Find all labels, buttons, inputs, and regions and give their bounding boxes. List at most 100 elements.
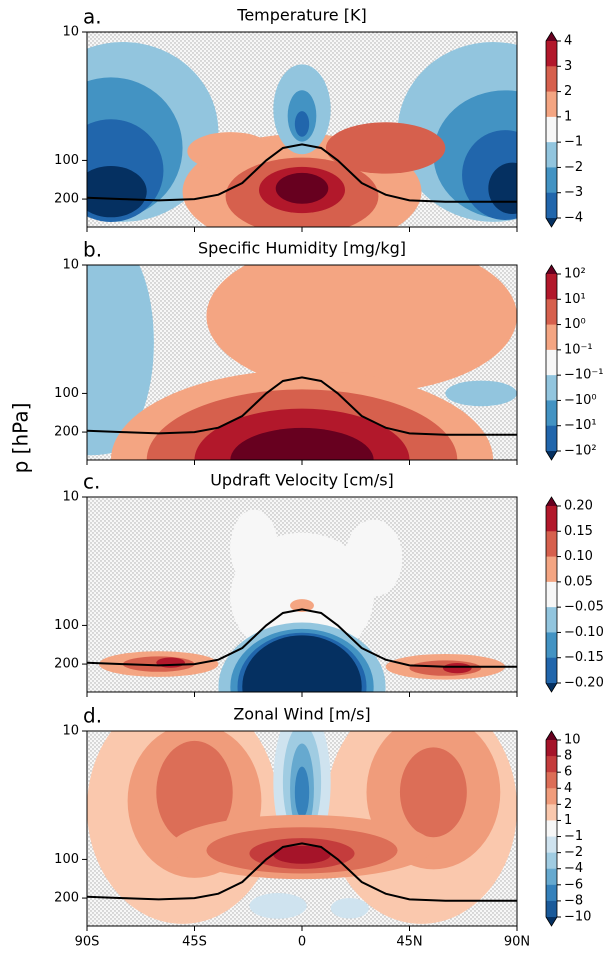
colorbar-tick-label: 1 [564, 109, 572, 124]
contours [87, 731, 517, 926]
colorbar-tick-label: 10 [564, 733, 581, 748]
tropopause-line [87, 608, 517, 668]
colorbar-band [546, 192, 557, 219]
colorbar-band [546, 756, 557, 773]
colorbar-tick-label: −0.10 [564, 625, 604, 640]
panel-letter: b. [83, 238, 102, 262]
colorbar-tick-label: 4 [564, 34, 572, 49]
contour-fill [230, 427, 374, 460]
contour-fill [345, 519, 403, 597]
colorbar-extend [546, 265, 557, 274]
contour-fill [325, 122, 446, 174]
contour-fill [445, 380, 517, 407]
plot-area [87, 265, 517, 460]
colorbar-tick-label: 4 [564, 781, 572, 796]
colorbar-extend [546, 917, 557, 926]
colorbar-tick-label: −10⁰ [564, 393, 597, 408]
y-tick-label: 100 [54, 386, 79, 401]
colorbar-extend [546, 731, 557, 740]
tropopause-line [87, 376, 517, 436]
y-tick-label: 200 [54, 657, 79, 672]
colorbar-tick-label: −0.15 [564, 650, 604, 665]
colorbar-tick-label: 3 [564, 59, 572, 74]
colorbar-tick-label: 0.15 [564, 524, 593, 539]
contour-fill [294, 766, 310, 818]
colorbar-tick-label: −10² [564, 444, 597, 459]
contour-fill [330, 897, 369, 919]
contour-fill [87, 165, 147, 218]
panel-title: Updraft Velocity [cm/s] [210, 471, 394, 490]
colorbar-tick-label: 2 [564, 84, 572, 99]
y-axis-label: p [hPa] [9, 403, 33, 474]
colorbar-band [546, 274, 557, 300]
y-tick-label: 10 [62, 490, 79, 505]
panel-letter: a. [83, 5, 102, 29]
panel-letter: c. [83, 470, 100, 494]
colorbar-band [546, 425, 557, 452]
colorbar-tick-label: 10⁰ [564, 317, 586, 332]
contour-fill [187, 132, 274, 171]
contours [87, 265, 517, 460]
colorbar-band [546, 66, 557, 93]
y-tick-label: 10 [62, 258, 79, 273]
colorbar-band [546, 506, 557, 532]
colorbar-extend [546, 218, 557, 227]
panel-letter: d. [83, 704, 102, 728]
colorbar-tick-label: −3 [564, 185, 583, 200]
colorbar-band [546, 852, 557, 870]
tropopause-line [87, 143, 517, 203]
colorbar-tick-label: 1 [564, 813, 572, 828]
x-tick-label: 45N [396, 935, 422, 950]
colorbar-band [546, 299, 557, 326]
colorbar-extend [546, 32, 557, 41]
colorbar-band [546, 91, 557, 118]
colorbar-tick-label: −2 [564, 160, 583, 175]
contour-fill [230, 509, 279, 587]
x-tick-label: 45S [182, 935, 207, 950]
colorbar-band [546, 349, 557, 376]
y-tick-label: 10 [62, 25, 79, 40]
colorbar-tick-label: 6 [564, 765, 572, 780]
colorbar-band [546, 772, 557, 789]
colorbar-band [546, 788, 557, 805]
colorbar-band [546, 41, 557, 67]
contour-fill [249, 893, 307, 919]
colorbar-band [546, 632, 557, 659]
contour-fill [275, 172, 329, 204]
colorbar-tick-label: 10⁻¹ [564, 342, 593, 357]
colorbar-tick-label: −10 [564, 910, 591, 925]
colorbar-tick-label: −8 [564, 893, 583, 908]
colorbar-tick-label: −4 [564, 861, 583, 876]
colorbar-band [546, 375, 557, 401]
colorbar-band [546, 400, 557, 427]
colorbar-band [546, 581, 557, 608]
panel-title: Temperature [K] [236, 6, 366, 25]
contour-fill [156, 740, 233, 844]
colorbar-band [546, 556, 557, 583]
colorbar-band [546, 868, 557, 886]
y-tick-label: 100 [54, 153, 79, 168]
colorbar-tick-label: −10¹ [564, 418, 597, 433]
colorbar-band [546, 167, 557, 194]
contour-fill [442, 662, 472, 674]
y-tick-label: 200 [54, 192, 79, 207]
colorbar-band [546, 804, 557, 821]
colorbar-extend [546, 497, 557, 506]
colorbar-extend [546, 451, 557, 460]
contours [87, 497, 517, 692]
contour-fill [273, 845, 331, 864]
contour-fill [294, 111, 310, 137]
colorbar-tick-label: −2 [564, 845, 583, 860]
plot-area [87, 731, 517, 926]
tropopause-line [87, 842, 517, 902]
colorbar-band [546, 116, 557, 143]
colorbar-tick-label: 8 [564, 749, 572, 764]
contour-fill [242, 635, 362, 692]
colorbar-band [546, 142, 557, 168]
colorbar-band [546, 900, 557, 918]
colorbar-tick-label: −0.05 [564, 600, 604, 615]
y-tick-label: 200 [54, 891, 79, 906]
panel-title: Zonal Wind [m/s] [233, 705, 370, 724]
